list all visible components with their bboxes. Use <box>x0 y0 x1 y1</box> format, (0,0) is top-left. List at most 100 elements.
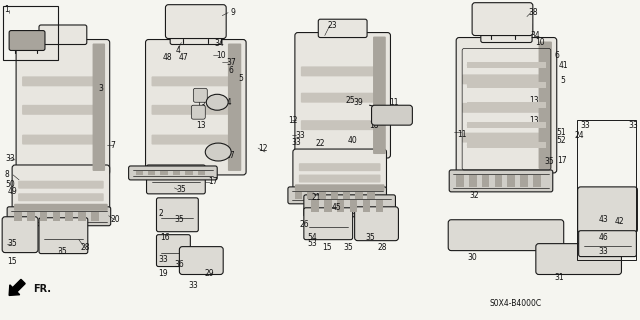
FancyBboxPatch shape <box>288 187 387 204</box>
Text: 4: 4 <box>175 46 180 55</box>
Text: 12: 12 <box>258 144 268 153</box>
FancyBboxPatch shape <box>157 235 190 267</box>
Bar <box>520 175 528 187</box>
Text: 29: 29 <box>204 269 214 278</box>
Text: 35: 35 <box>365 233 375 242</box>
Bar <box>186 171 193 175</box>
Text: 25: 25 <box>346 96 355 105</box>
Text: 23: 23 <box>328 21 337 30</box>
Bar <box>148 171 156 175</box>
Text: 6: 6 <box>228 66 233 75</box>
Text: 35: 35 <box>7 239 17 248</box>
FancyBboxPatch shape <box>16 40 109 175</box>
Text: 10: 10 <box>216 51 226 60</box>
FancyBboxPatch shape <box>536 244 621 275</box>
FancyBboxPatch shape <box>295 33 390 158</box>
FancyArrow shape <box>9 279 25 295</box>
Text: 13: 13 <box>529 96 538 105</box>
Text: 8: 8 <box>4 171 9 180</box>
FancyBboxPatch shape <box>166 5 226 38</box>
Text: 11: 11 <box>390 98 399 107</box>
FancyBboxPatch shape <box>579 231 636 257</box>
Bar <box>467 82 546 88</box>
Bar <box>173 171 180 175</box>
Text: 32: 32 <box>469 191 479 200</box>
Text: 18: 18 <box>369 121 379 130</box>
FancyBboxPatch shape <box>293 149 387 193</box>
Bar <box>27 212 35 221</box>
FancyBboxPatch shape <box>2 217 38 252</box>
Text: 20: 20 <box>111 215 120 224</box>
FancyBboxPatch shape <box>22 135 104 145</box>
Text: 31: 31 <box>555 273 564 282</box>
Bar <box>467 142 546 148</box>
Text: 5: 5 <box>561 76 566 85</box>
FancyBboxPatch shape <box>299 163 381 171</box>
Text: 33: 33 <box>580 121 590 130</box>
Text: 35: 35 <box>545 157 554 166</box>
Bar <box>456 175 464 187</box>
FancyBboxPatch shape <box>18 193 104 201</box>
Bar <box>319 192 326 199</box>
Text: 34: 34 <box>531 31 541 40</box>
Text: 22: 22 <box>316 139 325 148</box>
Bar <box>295 192 302 199</box>
Text: 13: 13 <box>196 101 206 110</box>
Text: 33: 33 <box>159 255 168 264</box>
FancyBboxPatch shape <box>170 25 221 44</box>
Text: 28: 28 <box>81 243 90 252</box>
Text: 11: 11 <box>457 130 467 139</box>
Ellipse shape <box>206 94 228 110</box>
Text: 30: 30 <box>467 253 477 262</box>
Bar <box>52 212 60 221</box>
Bar <box>78 212 86 221</box>
FancyBboxPatch shape <box>14 204 108 211</box>
FancyBboxPatch shape <box>472 3 533 36</box>
FancyBboxPatch shape <box>299 174 381 182</box>
Ellipse shape <box>205 143 231 161</box>
FancyBboxPatch shape <box>9 31 45 51</box>
Text: 27: 27 <box>225 150 235 160</box>
Bar <box>331 192 339 199</box>
Text: 35: 35 <box>177 185 186 194</box>
FancyBboxPatch shape <box>228 44 241 171</box>
Text: 9: 9 <box>230 8 235 17</box>
Text: S0X4-B4000C: S0X4-B4000C <box>489 299 541 308</box>
FancyBboxPatch shape <box>373 36 386 154</box>
FancyBboxPatch shape <box>179 247 223 275</box>
FancyBboxPatch shape <box>318 19 367 37</box>
FancyBboxPatch shape <box>93 44 105 171</box>
Text: 5: 5 <box>238 74 243 83</box>
FancyBboxPatch shape <box>578 187 637 233</box>
Bar <box>40 212 47 221</box>
FancyBboxPatch shape <box>301 120 385 130</box>
Bar <box>65 212 73 221</box>
Bar <box>533 175 541 187</box>
Text: 41: 41 <box>559 61 568 70</box>
Text: 10: 10 <box>535 38 545 47</box>
Text: 6: 6 <box>555 51 559 60</box>
Text: 14: 14 <box>222 98 232 107</box>
Text: 34: 34 <box>214 39 224 48</box>
Text: 33: 33 <box>292 138 301 147</box>
Text: 43: 43 <box>598 215 608 224</box>
Text: 54: 54 <box>308 233 317 242</box>
Text: 15: 15 <box>7 257 17 266</box>
Text: 2: 2 <box>159 209 163 218</box>
Text: 49: 49 <box>7 188 17 196</box>
Text: 1: 1 <box>4 5 9 14</box>
Bar <box>343 192 351 199</box>
Text: 46: 46 <box>598 233 608 242</box>
Text: 42: 42 <box>614 217 624 226</box>
Bar <box>349 200 357 212</box>
Bar <box>3 6 58 60</box>
FancyBboxPatch shape <box>7 207 111 226</box>
Text: 50: 50 <box>5 180 15 189</box>
FancyBboxPatch shape <box>301 93 385 103</box>
Text: 37: 37 <box>226 58 236 67</box>
FancyBboxPatch shape <box>12 165 109 213</box>
FancyBboxPatch shape <box>39 218 88 253</box>
FancyBboxPatch shape <box>152 135 240 145</box>
Text: 19: 19 <box>159 269 168 278</box>
FancyBboxPatch shape <box>301 67 385 76</box>
